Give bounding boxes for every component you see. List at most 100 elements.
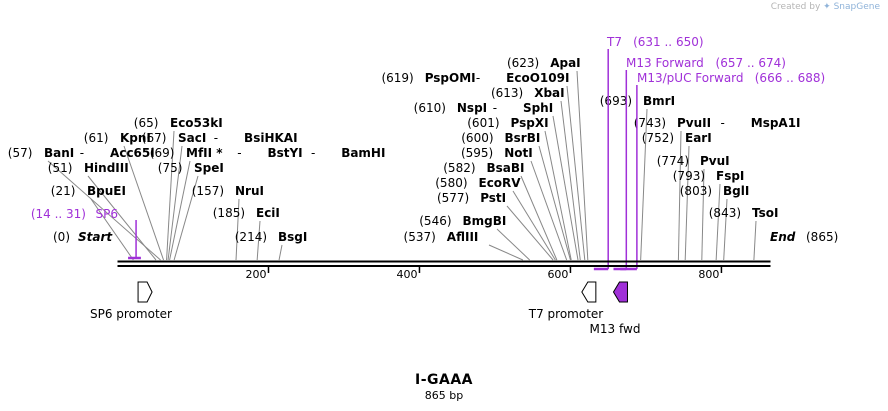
site-leader-line xyxy=(576,70,589,261)
site-pvui[interactable]: (774) PvuI xyxy=(657,154,730,168)
credit-text: Created by xyxy=(770,2,821,12)
primer-name: M13 Forward xyxy=(626,56,704,70)
site-nspi[interactable]: (610) NspI - SphI xyxy=(414,101,554,115)
site-hindiii[interactable]: (51) HindIII xyxy=(48,161,129,175)
map-title: I-GAAA xyxy=(414,372,473,388)
site-position-label: (693) xyxy=(600,94,632,108)
site-afliii[interactable]: (537) AflIII xyxy=(404,230,479,244)
site-eco53ki[interactable]: (65) Eco53kI xyxy=(134,116,223,130)
site-tsoi[interactable]: (843) TsoI xyxy=(709,206,779,220)
site-position-label: (185) xyxy=(213,206,245,220)
start-position-label: (0) xyxy=(53,230,70,244)
feature-t7-promoter[interactable]: T7 promoter xyxy=(528,281,604,321)
site-labels: (21) BpuEI(51) HindIII(57) BanI - Acc65I(61) K… xyxy=(8,56,801,244)
site-name-separator: - xyxy=(493,101,497,115)
primer-range: (657 .. 674) xyxy=(716,56,786,70)
site-psti[interactable]: (577) PstI xyxy=(437,191,506,205)
site-position-label: (600) xyxy=(461,131,493,145)
site-name-nspi: NspI xyxy=(457,101,487,115)
site-leader-line xyxy=(640,108,648,261)
site-name-bstyi: BstYI xyxy=(267,146,302,160)
site-bpuei[interactable]: (21) BpuEI xyxy=(51,184,126,198)
end-position-label: (865) xyxy=(806,230,838,244)
primer-name: M13/pUC Forward xyxy=(637,71,744,85)
site-position-label: (69) xyxy=(150,146,175,160)
site-leader-line xyxy=(677,130,682,261)
primer-m13-forward[interactable]: M13 Forward (657 .. 674) xyxy=(613,56,786,271)
site-bani[interactable]: (57) BanI - Acc65I xyxy=(8,146,155,160)
site-ecorv[interactable]: (580) EcoRV xyxy=(435,176,521,190)
site-position-label: (793) xyxy=(673,169,705,183)
site-name-afliii: AflIII xyxy=(447,230,479,244)
site-position-label: (57) xyxy=(8,146,33,160)
site-bsgi[interactable]: (214) BsgI xyxy=(235,230,308,244)
site-name-mfii: MfII * xyxy=(186,146,223,160)
site-noti[interactable]: (595) NotI xyxy=(461,146,533,160)
primer-sp6[interactable]: SP6 (14 .. 31) xyxy=(31,207,141,260)
site-position-label: (601) xyxy=(467,116,499,130)
site-name-bgli: BglI xyxy=(723,184,749,198)
site-bsrbi[interactable]: (600) BsrBI xyxy=(461,131,540,145)
site-leader-line xyxy=(566,85,586,261)
site-mfii[interactable]: (69) MfII * - BstYI - BamHI xyxy=(150,146,386,160)
end-label: End xyxy=(770,230,796,244)
site-position-label: (623) xyxy=(507,56,539,70)
site-leader-line xyxy=(173,175,199,261)
site-xbai[interactable]: (613) XbaI xyxy=(491,86,565,100)
map-length: 865 bp xyxy=(424,389,464,402)
site-pvuii[interactable]: (743) PvuII - MspA1I xyxy=(634,116,801,130)
site-leader-line xyxy=(47,160,161,261)
site-pspxi[interactable]: (601) PspXI xyxy=(467,116,548,130)
site-position-label: (803) xyxy=(680,184,712,198)
site-name-separator: - xyxy=(237,146,241,160)
site-name-separator: - xyxy=(80,146,84,160)
start-label: Start xyxy=(78,230,113,244)
feature-sp6-promoter[interactable]: SP6 promoter xyxy=(90,281,172,321)
site-leader-line xyxy=(538,145,571,261)
site-spei[interactable]: (75) SpeI xyxy=(158,161,224,175)
site-bgli[interactable]: (803) BglI xyxy=(680,184,750,198)
site-name-ecoo109i: EcoO109I xyxy=(506,71,569,85)
site-name-bmgbi: BmgBI xyxy=(463,214,507,228)
site-name-bsgi: BsgI xyxy=(278,230,307,244)
site-position-label: (65) xyxy=(134,116,159,130)
site-bmgbi[interactable]: (546) BmgBI xyxy=(419,214,506,228)
site-leader-line xyxy=(169,160,191,261)
primer-t7[interactable]: T7 (631 .. 650) xyxy=(593,35,704,271)
sequence-backbone xyxy=(117,260,771,267)
site-leader-line xyxy=(167,145,183,261)
site-leader-line xyxy=(715,183,721,261)
site-position-label: (743) xyxy=(634,116,666,130)
site-position-label: (613) xyxy=(491,86,523,100)
site-name-pvui: PvuI xyxy=(700,154,730,168)
site-name-acc65i: Acc65I xyxy=(110,146,155,160)
feature-label: M13 fwd xyxy=(590,322,641,336)
primer-range: (14 .. 31) xyxy=(31,207,86,221)
site-apai[interactable]: (623) ApaI xyxy=(507,56,581,70)
credit-brand: SnapGene xyxy=(833,2,880,12)
site-leader-lines xyxy=(47,70,757,261)
site-bsabi[interactable]: (582) BsaBI xyxy=(443,161,524,175)
site-saci[interactable]: (67) SacI - BsiHKAI xyxy=(142,131,298,145)
site-position-label: (214) xyxy=(235,230,267,244)
snapgene-logo-icon: ✦ xyxy=(823,2,831,12)
site-name-tsoi: TsoI xyxy=(752,206,778,220)
site-eari[interactable]: (752) EarI xyxy=(642,131,712,145)
site-name-bpuei: BpuEI xyxy=(87,184,126,198)
site-name-psti: PstI xyxy=(480,191,506,205)
primer-m13-puc-forward[interactable]: M13/pUC Forward (666 .. 688) xyxy=(620,71,825,271)
site-nrui[interactable]: (157) NruI xyxy=(192,184,264,198)
site-position-label: (774) xyxy=(657,154,689,168)
primer-range: (631 .. 650) xyxy=(633,35,703,49)
site-leader-line xyxy=(90,198,134,261)
site-leader-line xyxy=(723,198,728,261)
site-pspomi[interactable]: (619) PspOMI - EcoO109I xyxy=(381,71,569,85)
site-ecii[interactable]: (185) EciI xyxy=(213,206,280,220)
site-fspi[interactable]: (793) FspI xyxy=(673,169,745,183)
site-kpni[interactable]: (61) KpnI xyxy=(84,131,151,145)
site-name-eari: EarI xyxy=(685,131,712,145)
feature-m13-fwd[interactable]: M13 fwd xyxy=(590,281,641,336)
site-position-label: (51) xyxy=(48,161,73,175)
